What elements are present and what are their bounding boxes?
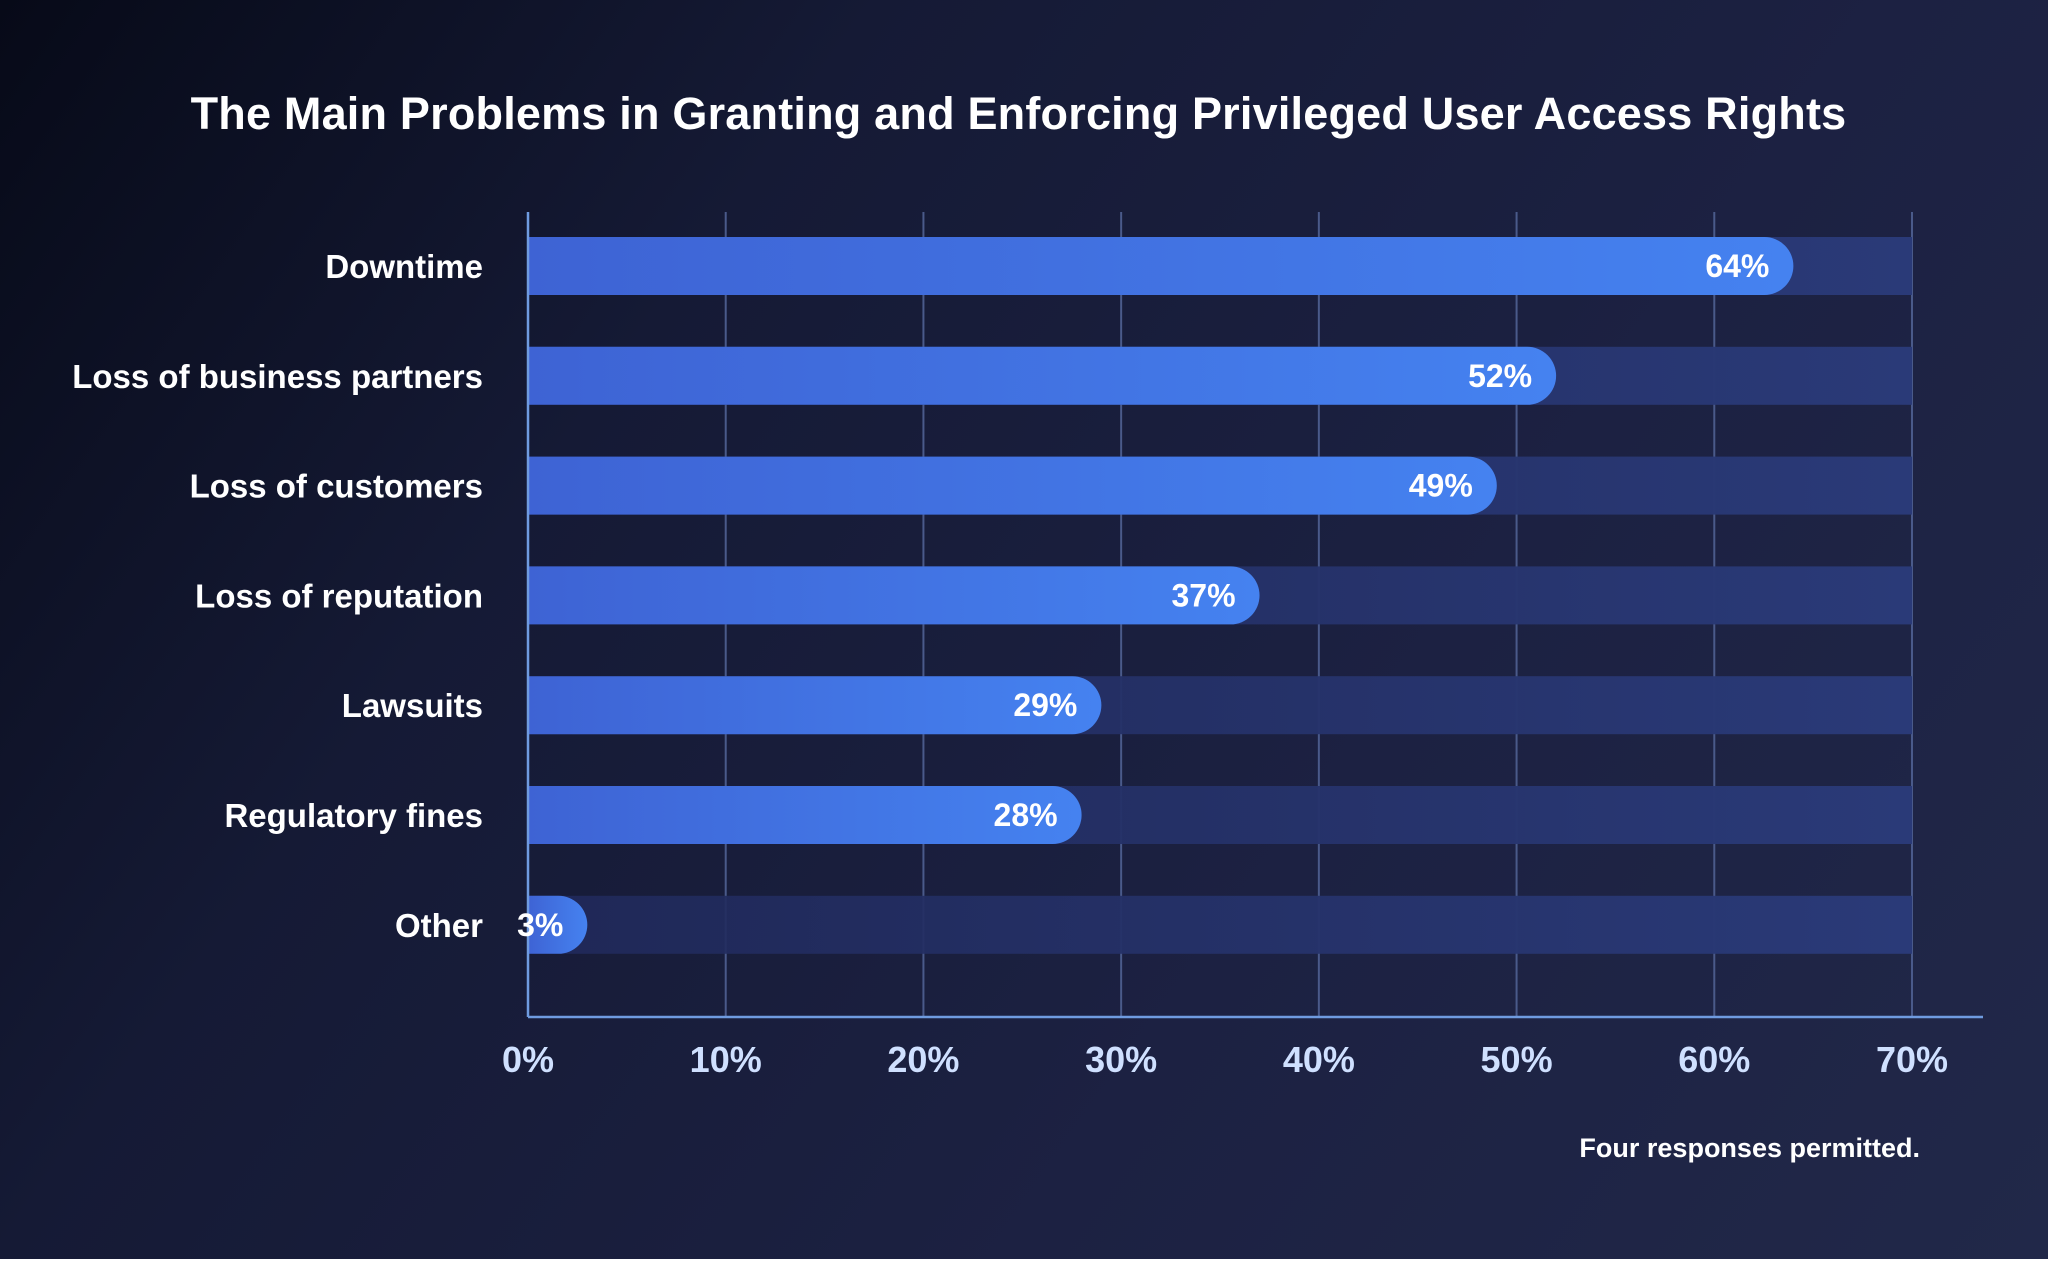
x-tick-label: 70% [1876, 1039, 1948, 1080]
x-tick-label: 30% [1085, 1039, 1157, 1080]
data-label: 3% [517, 907, 563, 943]
category-label: Other [395, 907, 483, 944]
x-tick-label: 10% [690, 1039, 762, 1080]
category-label: Lawsuits [342, 687, 483, 724]
bar [528, 895, 588, 954]
data-label: 64% [1705, 248, 1769, 284]
data-label: 37% [1171, 577, 1235, 613]
data-label: 28% [994, 797, 1058, 833]
footnote: Four responses permitted. [1579, 1133, 1920, 1163]
bar-track [528, 895, 1912, 954]
category-label: Regulatory fines [224, 797, 483, 834]
category-label: Downtime [325, 248, 483, 285]
x-tick-label: 0% [502, 1039, 554, 1080]
bar [528, 676, 1102, 735]
bar [528, 456, 1497, 515]
data-label: 49% [1409, 468, 1473, 504]
bar [528, 346, 1557, 405]
x-tick-label: 40% [1283, 1039, 1355, 1080]
bar [528, 566, 1260, 625]
category-label: Loss of reputation [195, 577, 483, 614]
axes [526, 212, 1983, 1019]
bars [528, 237, 1794, 954]
data-label: 29% [1013, 687, 1077, 723]
x-tick-label: 20% [887, 1039, 959, 1080]
data-label: 52% [1468, 358, 1532, 394]
category-label: Loss of business partners [72, 358, 483, 395]
bar [528, 786, 1082, 844]
chart-title: The Main Problems in Granting and Enforc… [190, 88, 1847, 139]
x-tick-label: 50% [1481, 1039, 1553, 1080]
labels: 0% 10% 20% 30% 40% 50% 60% 70% Downtime 64% Loss o… [72, 248, 1948, 1080]
bar [528, 237, 1794, 295]
category-label: Loss of customers [190, 468, 483, 505]
x-tick-label: 60% [1678, 1039, 1750, 1080]
